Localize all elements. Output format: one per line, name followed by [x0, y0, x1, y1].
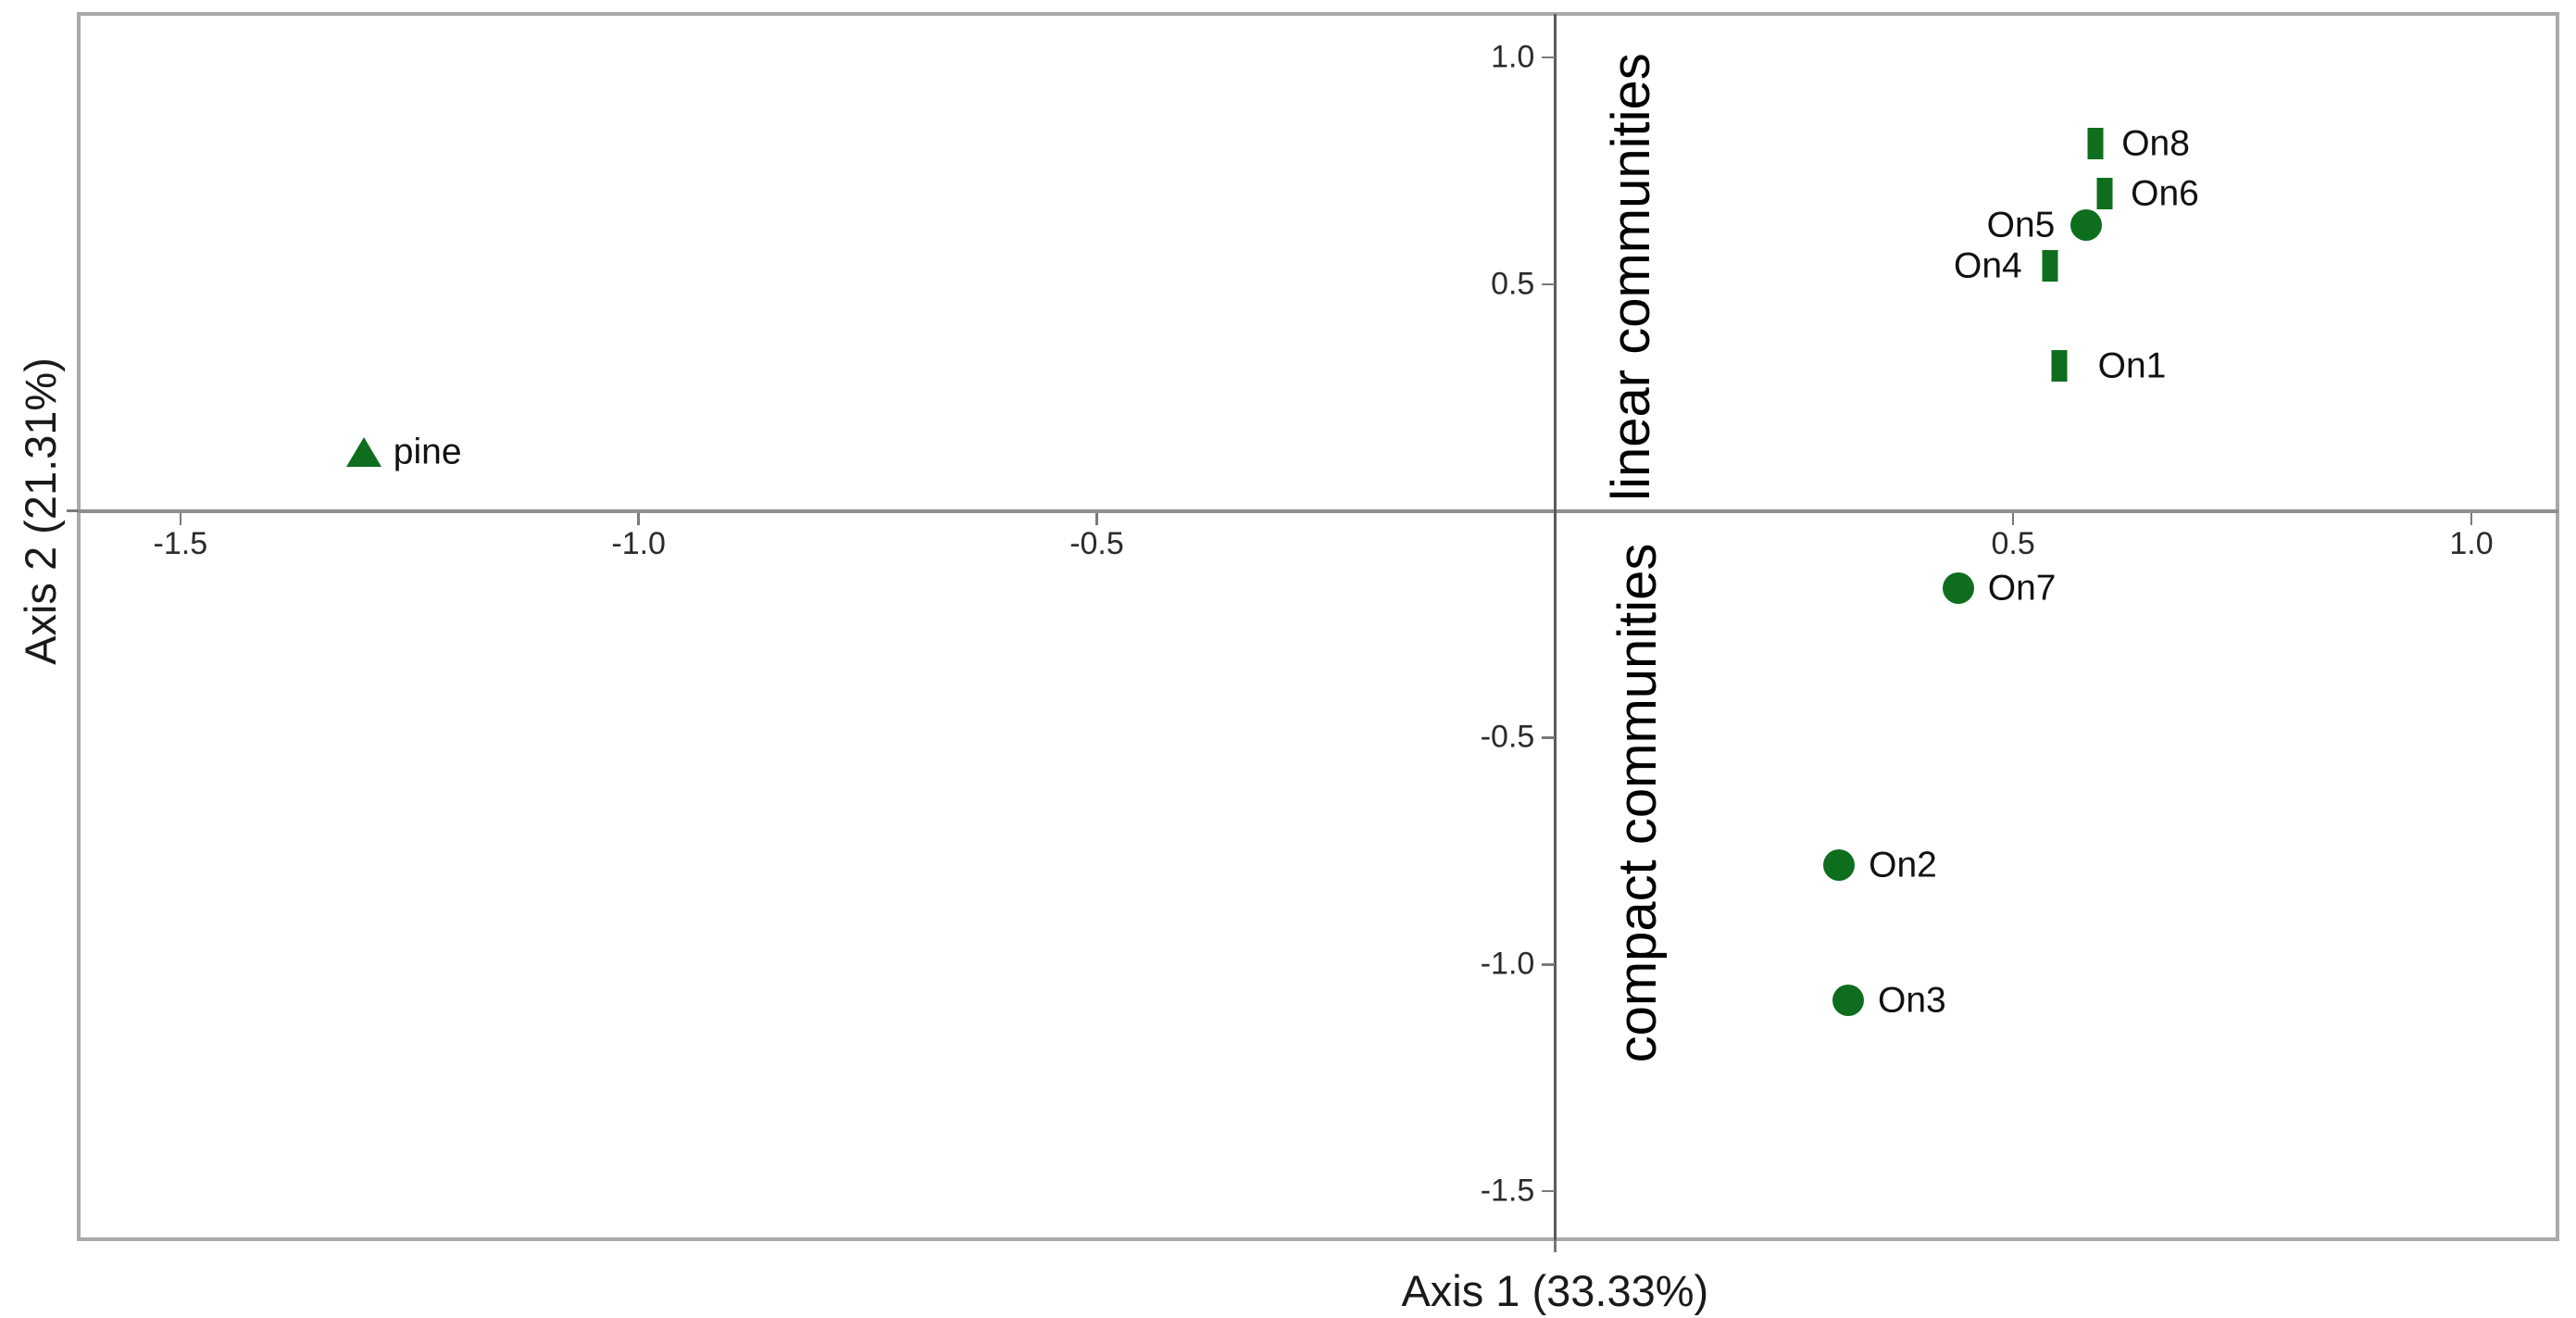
- annotation-compact-communities: compact communities: [1607, 544, 1669, 1063]
- point-label-On5: On5: [1986, 205, 2056, 245]
- y-tick-label-1.0: 1.0: [1491, 39, 1535, 75]
- data-point-On8: [2087, 128, 2104, 160]
- x-tick--1.0: [637, 512, 640, 525]
- y-tick--1.0: [1542, 963, 1556, 966]
- point-label-On7: On7: [1987, 568, 2057, 609]
- y-tick-1.0: [1542, 56, 1556, 59]
- y-tick-label--1.5: -1.5: [1480, 1173, 1535, 1209]
- point-label-On6: On6: [2131, 173, 2199, 214]
- x-tick-label--1.5: -1.5: [153, 525, 208, 561]
- annotation-linear-communities: linear communities: [1601, 53, 1662, 502]
- data-point-On6: [2096, 177, 2113, 209]
- data-point-On1: [2051, 349, 2068, 382]
- x-tick--1.5: [179, 512, 182, 525]
- bottom-frame-tick: [1554, 1240, 1557, 1252]
- point-label-On2: On2: [1869, 845, 1937, 885]
- data-point-On4: [2042, 250, 2058, 282]
- data-point-pine: [345, 436, 381, 467]
- y-tick--1.5: [1542, 1189, 1556, 1193]
- point-label-On1: On1: [2097, 345, 2167, 386]
- data-point-On7: [1942, 571, 1974, 604]
- point-label-On4: On4: [1954, 245, 2022, 286]
- data-point-On5: [2070, 209, 2103, 242]
- x-tick-1.0: [2470, 512, 2473, 525]
- x-tick--0.5: [1095, 512, 1098, 525]
- x-tick-0.5: [2011, 512, 2015, 525]
- x-tick-label-0.5: 0.5: [1991, 525, 2035, 561]
- x-axis-zero-line: [79, 508, 2558, 513]
- y-tick-label--1.0: -1.0: [1480, 946, 1535, 982]
- y-tick--0.5: [1542, 736, 1556, 739]
- y-tick-label--0.5: -0.5: [1480, 719, 1535, 755]
- point-label-pine: pine: [393, 432, 462, 472]
- y-axis-title: Axis 2 (21.31%): [16, 357, 66, 665]
- plot-frame: [77, 12, 2559, 1241]
- data-point-On2: [1823, 848, 1856, 881]
- x-tick-label--1.0: -1.0: [611, 525, 666, 561]
- y-tick-label-0.5: 0.5: [1491, 266, 1535, 302]
- y-axis-zero-line: [1553, 14, 1557, 1240]
- x-tick-label-1.0: 1.0: [2449, 525, 2494, 561]
- left-frame-tick: [67, 509, 79, 512]
- data-point-On3: [1832, 985, 1865, 1017]
- y-tick-0.5: [1542, 282, 1556, 286]
- point-label-On3: On3: [1878, 980, 1946, 1021]
- point-label-On8: On8: [2121, 123, 2190, 164]
- x-axis-title: Axis 1 (33.33%): [1401, 1266, 1709, 1315]
- x-tick-label--0.5: -0.5: [1069, 525, 1124, 561]
